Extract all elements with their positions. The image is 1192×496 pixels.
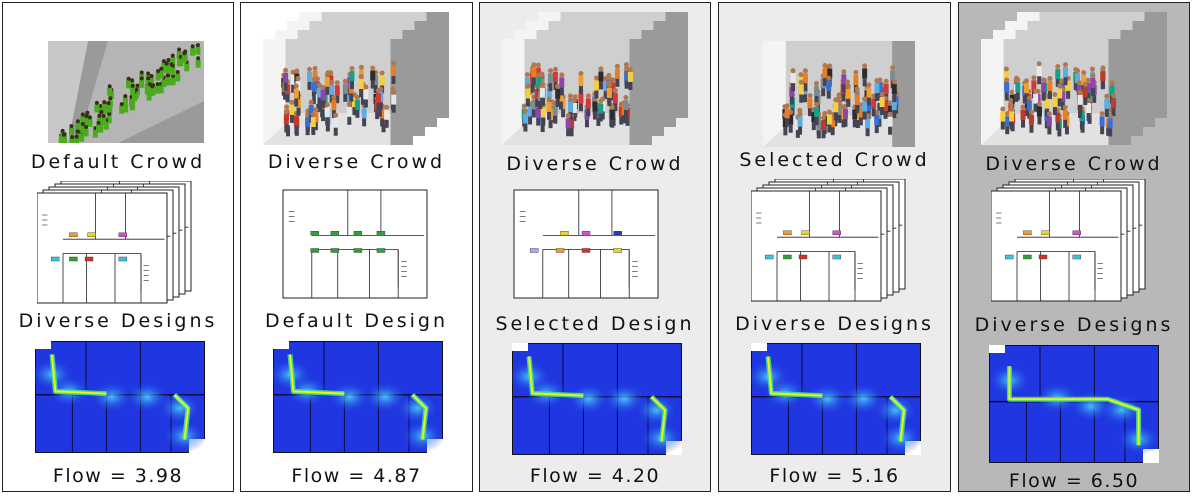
design-caption: Diverse Designs [18, 310, 218, 332]
crowd-caption: Diverse Crowd [267, 151, 446, 173]
crowd-render-selected [763, 41, 915, 147]
crowd-caption: Diverse Crowd [506, 153, 684, 175]
crowd-caption: Diverse Crowd [985, 153, 1163, 175]
flow-heatmap [989, 345, 1159, 463]
flow-value: Flow = 4.20 [529, 465, 661, 487]
flow-heatmap [273, 341, 443, 453]
floorplan-selected [513, 189, 659, 299]
crowd-render-default [48, 41, 204, 143]
flow-heatmap [35, 341, 205, 453]
crowd-render-diverse-stack [263, 12, 449, 145]
panel-selected-design: Diverse Crowd Selected Design Flow = 4.2… [479, 2, 711, 492]
flow-value: Flow = 5.16 [769, 465, 900, 487]
design-caption: Diverse Designs [735, 313, 934, 335]
panel-diverse-all: Diverse Crowd Diverse Designs Flow = 6.5… [958, 2, 1190, 492]
design-caption: Default Design [264, 310, 449, 332]
flow-heatmap [751, 343, 921, 455]
floorplan-stack [37, 181, 192, 304]
flow-value: Flow = 6.50 [1008, 470, 1140, 492]
flow-heatmap [512, 343, 682, 455]
floorplan-stack [991, 179, 1146, 302]
flow-value: Flow = 4.87 [291, 465, 422, 487]
crowd-caption: Selected Crowd [739, 149, 930, 171]
panel-selected-crowd: Selected Crowd Diverse Designs Flow = 5.… [718, 2, 951, 492]
design-caption: Diverse Designs [974, 314, 1174, 336]
design-caption: Selected Design [495, 313, 695, 335]
crowd-render-diverse-stack [502, 12, 688, 145]
flow-value: Flow = 3.98 [52, 465, 184, 487]
floorplan-stack [751, 179, 906, 302]
crowd-caption: Default Crowd [30, 151, 206, 173]
panel-default-crowd: Default Crowd Diverse Designs Flow = 3.9… [2, 2, 234, 492]
crowd-render-diverse-stack [981, 12, 1167, 145]
panel-default-design: Diverse Crowd Default Design Flow = 4.87 [240, 2, 473, 492]
floorplan-single [282, 189, 428, 299]
